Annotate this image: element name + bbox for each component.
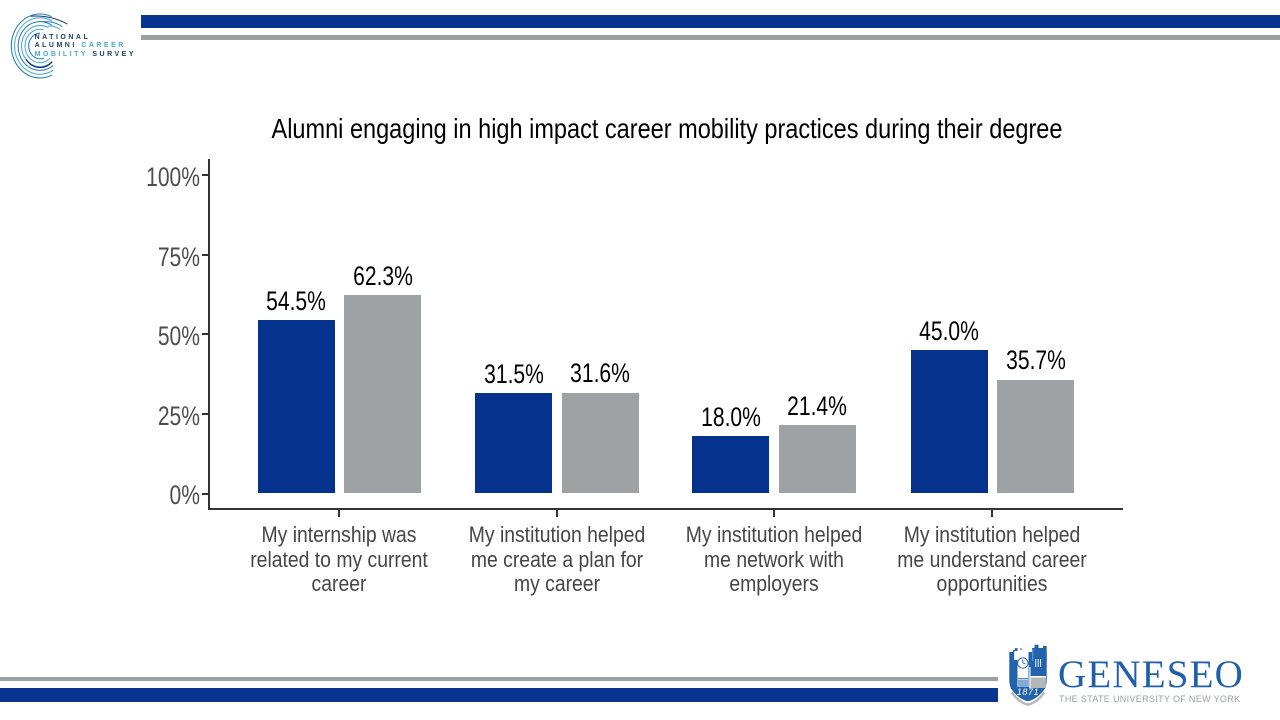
svg-text:1871: 1871 [1017,687,1039,697]
